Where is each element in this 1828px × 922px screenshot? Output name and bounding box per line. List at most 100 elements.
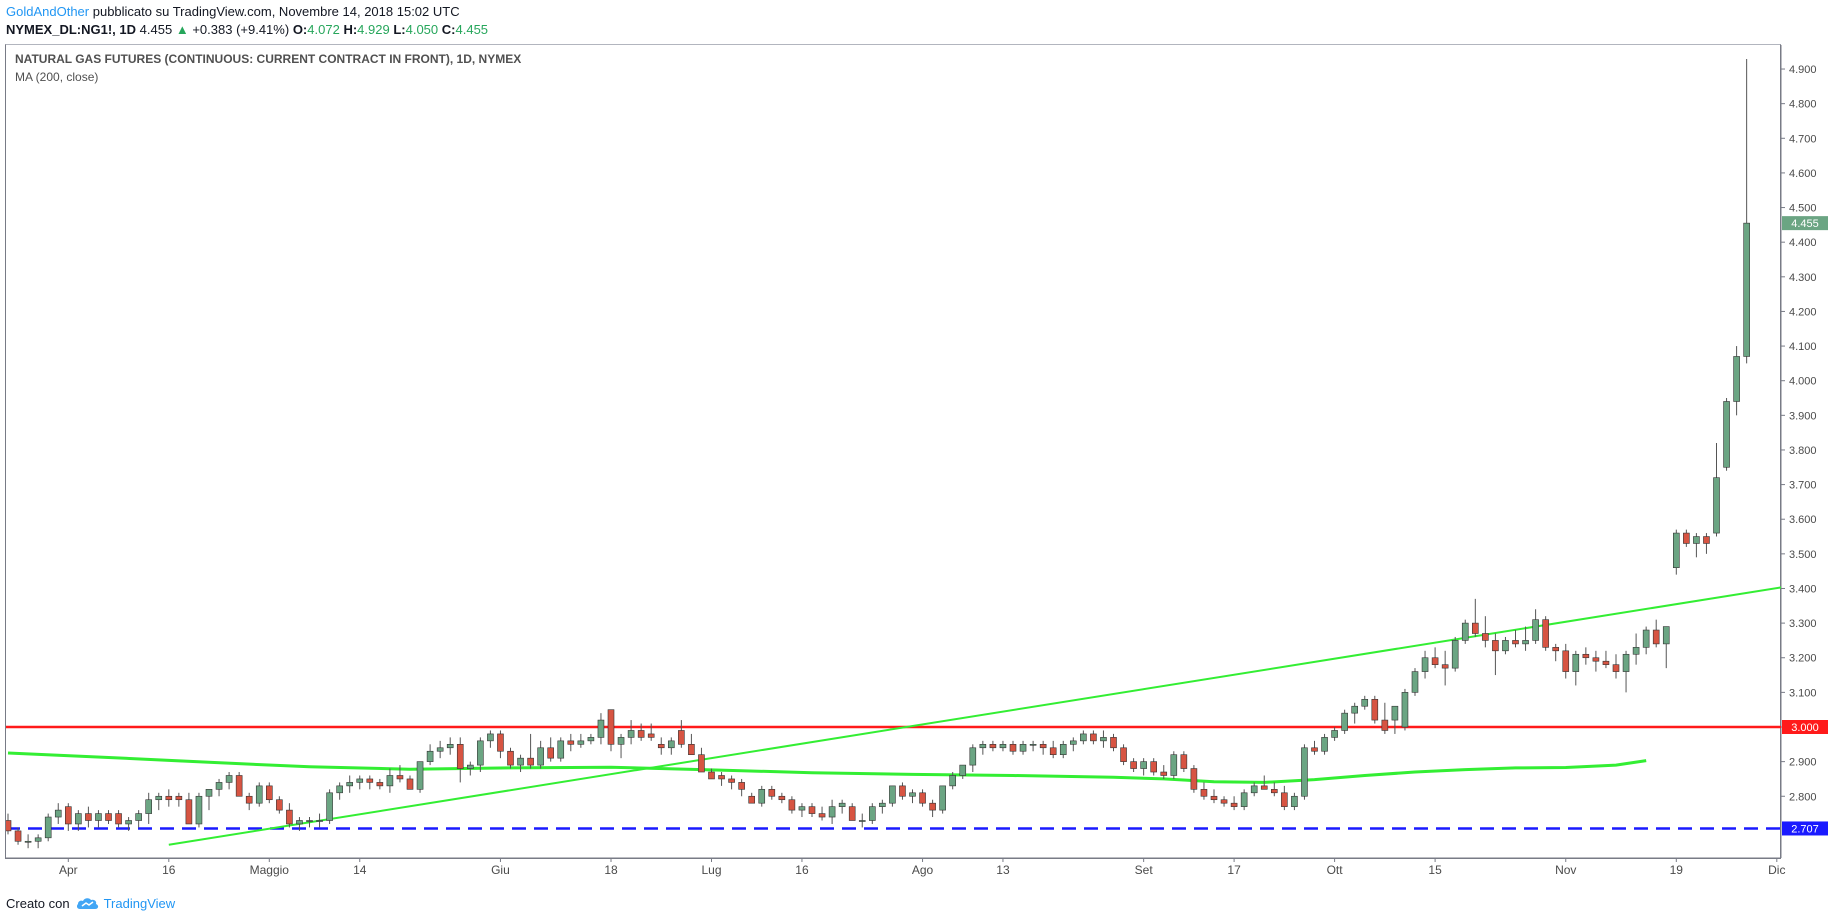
candle-body bbox=[889, 785, 896, 804]
y-tick-label: 3.800 bbox=[1789, 445, 1817, 457]
candle-body bbox=[748, 795, 756, 804]
candle-body bbox=[1612, 664, 1620, 672]
x-tick-label: Apr bbox=[59, 863, 78, 877]
x-tick-label: Ott bbox=[1327, 863, 1344, 877]
candle-body bbox=[477, 740, 484, 766]
x-tick-label: 13 bbox=[996, 863, 1010, 877]
candle-body bbox=[929, 802, 936, 811]
candle-body bbox=[778, 795, 786, 801]
candle-body bbox=[667, 740, 675, 749]
candle-body bbox=[1341, 712, 1348, 731]
candle-body bbox=[1743, 222, 1750, 357]
candle-body bbox=[909, 792, 916, 797]
author-link[interactable]: GoldAndOther bbox=[6, 4, 90, 19]
candle-body bbox=[14, 830, 22, 842]
candle-body bbox=[85, 813, 92, 821]
y-tick-label: 2.800 bbox=[1789, 791, 1817, 803]
created-with-label: Creato con bbox=[6, 896, 70, 911]
candle-body bbox=[316, 820, 323, 822]
resistance-price-badge bbox=[1782, 720, 1828, 734]
candle-body bbox=[366, 778, 374, 783]
candle-body bbox=[456, 744, 464, 769]
candle-body bbox=[125, 820, 132, 825]
open-value: 4.072 bbox=[307, 22, 340, 37]
y-tick-label: 2.900 bbox=[1789, 757, 1817, 769]
candle-body bbox=[647, 733, 655, 738]
tradingview-brand: TradingView bbox=[103, 896, 176, 911]
candle-body bbox=[828, 806, 836, 818]
candle-body bbox=[1029, 744, 1037, 746]
y-tick-label: 3.200 bbox=[1789, 653, 1817, 665]
candle-body bbox=[1662, 626, 1670, 645]
candle-body bbox=[416, 761, 424, 790]
candle-body bbox=[1100, 737, 1107, 742]
candle-body bbox=[255, 785, 263, 804]
support-price-badge bbox=[1782, 821, 1828, 836]
candle-body bbox=[115, 813, 122, 825]
candle-body bbox=[1170, 754, 1178, 776]
x-tick-label: Ago bbox=[912, 863, 934, 877]
y-tick-label: 4.300 bbox=[1789, 272, 1817, 284]
y-tick-label: 4.800 bbox=[1789, 99, 1817, 111]
candle-body bbox=[1532, 619, 1539, 641]
candle-body bbox=[426, 750, 434, 762]
x-tick-label: Maggio bbox=[250, 863, 290, 877]
candle-body bbox=[155, 795, 163, 801]
candle-body bbox=[296, 820, 303, 825]
candle-body bbox=[396, 775, 404, 780]
candle-body bbox=[627, 730, 635, 738]
x-tick-label: Set bbox=[1135, 863, 1154, 877]
candle-body bbox=[406, 778, 414, 790]
candle-body bbox=[517, 757, 524, 766]
candle-body bbox=[848, 806, 856, 821]
candle-body bbox=[758, 789, 766, 804]
y-tick-label: 4.200 bbox=[1789, 306, 1817, 318]
candle-body bbox=[1492, 640, 1499, 652]
candle-body bbox=[185, 799, 193, 825]
candle-body bbox=[105, 813, 112, 821]
candle-body bbox=[1120, 747, 1127, 762]
x-tick-label: Nov bbox=[1555, 863, 1576, 877]
candle-body bbox=[1512, 640, 1519, 645]
candle-body bbox=[1602, 660, 1610, 665]
change-value: +0.383 (+9.41%) bbox=[192, 22, 290, 37]
candle-body bbox=[1321, 737, 1328, 752]
candle-body bbox=[1522, 640, 1529, 645]
tradingview-link[interactable]: TradingView bbox=[76, 896, 176, 911]
footer: Creato con TradingView bbox=[6, 896, 175, 911]
candle-body bbox=[286, 809, 293, 825]
candle-body bbox=[145, 799, 152, 814]
candle-body bbox=[1401, 692, 1409, 728]
candle-body bbox=[637, 730, 645, 738]
chart-legend-indicator[interactable]: MA (200, close) bbox=[15, 70, 99, 84]
candle-body bbox=[1622, 653, 1630, 672]
plot-area[interactable] bbox=[5, 58, 1807, 849]
candle-body bbox=[949, 775, 957, 787]
candle-body bbox=[1361, 698, 1369, 707]
candle-body bbox=[1552, 647, 1559, 652]
candle-body bbox=[54, 809, 62, 818]
y-tick-label: 3.500 bbox=[1789, 549, 1817, 561]
candle-body bbox=[276, 799, 283, 811]
candle-body bbox=[1190, 768, 1198, 790]
close-label: C: bbox=[441, 22, 456, 37]
candle-body bbox=[95, 813, 102, 821]
candle-body bbox=[1693, 536, 1700, 544]
candle-body bbox=[466, 764, 474, 769]
candle-body bbox=[1713, 477, 1720, 534]
candle-body bbox=[858, 820, 866, 822]
publication-line: GoldAndOther pubblicato su TradingView.c… bbox=[6, 4, 460, 19]
triangle-up-icon: ▲ bbox=[175, 22, 189, 37]
last-price: 4.455 bbox=[139, 22, 173, 37]
y-tick-label: 4.400 bbox=[1789, 237, 1817, 249]
candle-body bbox=[175, 795, 183, 801]
candle-body bbox=[1130, 761, 1137, 769]
candle-body bbox=[34, 837, 42, 842]
candle-body bbox=[1582, 653, 1590, 659]
y-tick-label: 3.600 bbox=[1789, 514, 1817, 526]
candle-body bbox=[818, 813, 826, 818]
candle-body bbox=[1049, 747, 1057, 756]
candle-body bbox=[1542, 619, 1549, 648]
x-tick-label: 14 bbox=[353, 863, 367, 877]
